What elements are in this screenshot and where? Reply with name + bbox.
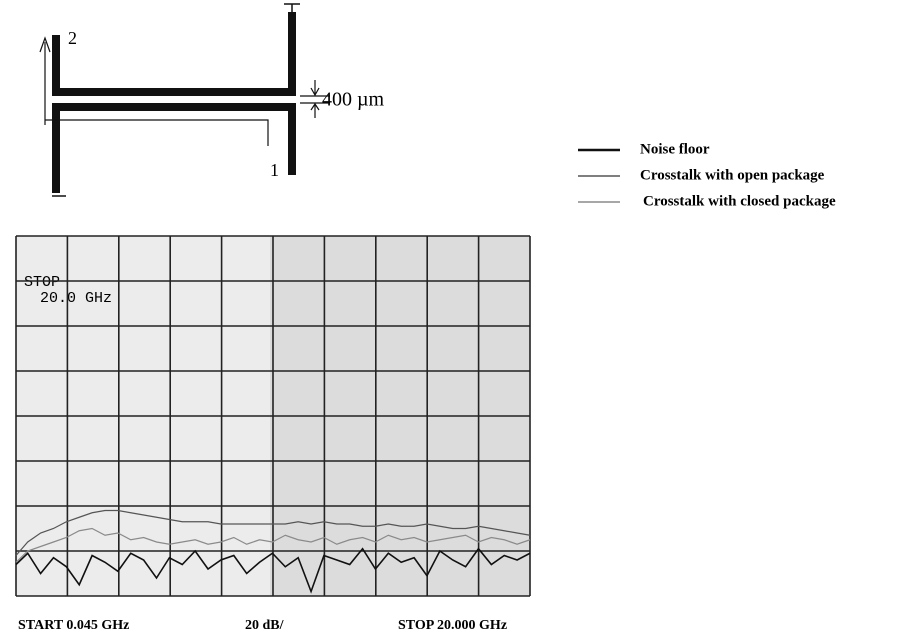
trace-lower bbox=[52, 103, 296, 111]
termination bbox=[52, 3, 300, 197]
dimension-arrows bbox=[300, 80, 330, 118]
series-line bbox=[15, 547, 531, 594]
trace-right-upper bbox=[288, 12, 296, 96]
screen-annotation: 20.0 GHz bbox=[40, 290, 112, 307]
trace-upper bbox=[55, 88, 296, 96]
trace-left-lower bbox=[52, 103, 60, 193]
legend-label: Crosstalk with open package bbox=[640, 167, 825, 183]
footer-label: 20 dB/ bbox=[245, 618, 285, 633]
port-label: 2 bbox=[68, 28, 77, 48]
circuit-diagram bbox=[39, 3, 330, 197]
footer-label: START 0.045 GHz bbox=[18, 618, 129, 633]
dimension-label: 400 µm bbox=[322, 89, 385, 111]
legend-label: Crosstalk with closed package bbox=[643, 193, 836, 209]
signal-path bbox=[39, 36, 269, 146]
trace-left-upper bbox=[52, 35, 60, 96]
port-label: 1 bbox=[270, 160, 279, 180]
trace-right-lower bbox=[288, 103, 296, 175]
screen-annotation: STOP bbox=[24, 274, 60, 291]
series-line bbox=[15, 527, 531, 563]
series-line bbox=[15, 509, 531, 556]
footer-label: STOP 20.000 GHz bbox=[398, 618, 507, 633]
legend-label: Noise floor bbox=[640, 141, 710, 157]
